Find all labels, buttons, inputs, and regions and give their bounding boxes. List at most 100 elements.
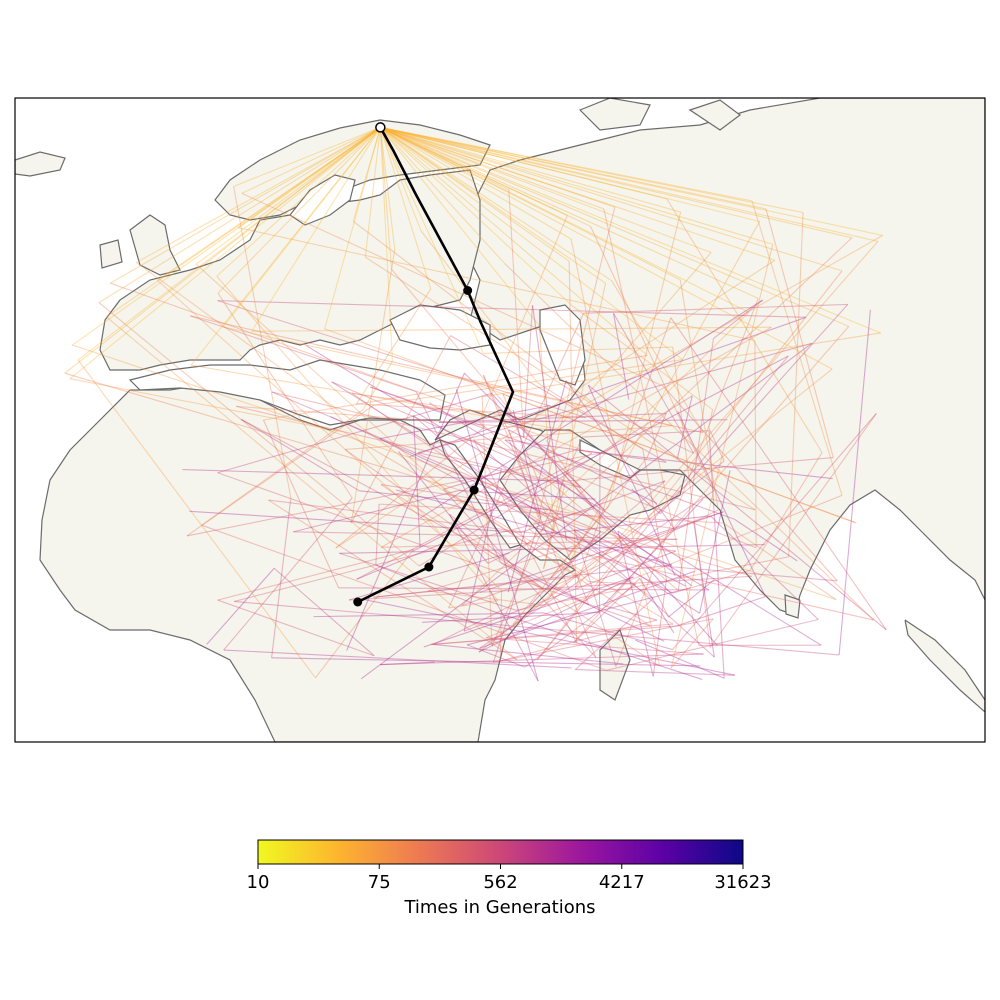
lineage-trace-segment [380, 126, 570, 262]
lineage-trace-segment [587, 384, 676, 577]
lineage-trace-segment [380, 126, 510, 191]
lineage-trace-segment [217, 548, 414, 601]
lineage-trace-segment [652, 579, 668, 677]
lineage-trace-segment [105, 316, 518, 661]
lineage-trace-segment [380, 126, 759, 299]
lineage-trace-segment [423, 576, 634, 648]
lineage-trace-segment [241, 418, 589, 606]
lineage-trace-segment [536, 270, 843, 661]
lineage-trace-segment [380, 126, 605, 210]
lineage-trace-segment [313, 612, 544, 618]
ancestor-path [353, 122, 515, 607]
lineage-trace-segment [233, 126, 381, 187]
lineage-trace-segment [98, 302, 420, 567]
lineage-trace-segment [443, 449, 576, 490]
lineage-trace-segment [662, 385, 838, 582]
lineage-trace-segment [483, 346, 673, 354]
lineage-trace-segment [348, 575, 752, 601]
lineage-trace-segment [216, 275, 499, 601]
lineage-trace-segment [754, 340, 757, 548]
lineage-trace-segment [617, 530, 654, 677]
lineage-trace-segment [335, 259, 776, 549]
lineage-trace-segment [222, 127, 381, 328]
lineage-trace-segment [574, 528, 687, 587]
lineage-trace-segment [380, 126, 684, 361]
lineage-trace-segment [380, 126, 775, 261]
lineage-trace-segment [788, 212, 804, 557]
lineage-trace-segment [583, 303, 848, 314]
lineage-trace-segment [553, 234, 883, 423]
lineage-trace-segment [110, 282, 592, 454]
lineage-trace-segment [237, 227, 756, 342]
lineage-trace-segment [379, 127, 484, 354]
lineage-trace-segment [64, 372, 752, 577]
lineage-trace-segment [573, 578, 641, 643]
colorbar-tick-label: 562 [483, 872, 517, 893]
lineage-trace-segment [370, 386, 486, 428]
lineage-trace-segment [455, 389, 539, 682]
lineage-trace-segment [350, 335, 452, 524]
lineage-trace-segment [693, 521, 715, 658]
lineage-trace-segment [268, 499, 518, 661]
lineage-trace-segment [69, 126, 381, 380]
ancestor-point [353, 597, 363, 607]
lineage-trace-segment [356, 452, 593, 580]
colorbar [257, 839, 744, 865]
lineage-trace-segment [672, 346, 711, 648]
lineage-trace-segment [478, 576, 634, 653]
lineage-trace-segment [503, 509, 719, 610]
lineage-trace-segment [521, 480, 666, 533]
lineage-trace-segment [672, 412, 877, 650]
lineage-trace-segment [524, 583, 636, 668]
lineage-trace-segment [338, 587, 709, 591]
lineage-trace-segment [482, 375, 555, 533]
lineage-trace-segment [268, 499, 676, 552]
lineage-trace-segment [482, 332, 881, 398]
land-britain [129, 214, 181, 276]
lineage-trace-segment [350, 249, 396, 523]
lineage-trace-segment [502, 393, 856, 524]
lineage-trace-segment [379, 127, 393, 362]
lineage-trace-segment [617, 530, 693, 587]
lineage-trace-segment [379, 404, 551, 440]
lineage-trace-segment [344, 425, 673, 451]
lineage-trace-segment [528, 311, 750, 529]
lineage-trace-segment [708, 427, 725, 462]
lineage-trace-segment [356, 403, 587, 419]
lineage-trace-segment [380, 126, 681, 213]
lineage-trace-segment [380, 126, 760, 223]
lineage-trace-segment [594, 403, 694, 454]
land-scandinavia [214, 119, 491, 221]
lineage-trace-segment [186, 452, 601, 537]
lineage-trace-segment [380, 126, 852, 239]
lineage-trace-segment [504, 263, 874, 621]
land-madagascar [599, 628, 631, 701]
lineage-trace-segment [765, 208, 834, 458]
lineage-trace-segment [672, 569, 751, 594]
lineage-trace-segment [380, 653, 704, 666]
lineage-trace-segment [201, 409, 364, 526]
lineage-trace-segment [668, 579, 715, 618]
lineage-trace-segment [189, 510, 522, 533]
lineage-trace-segment [362, 360, 393, 411]
lineage-trace-segment [375, 504, 380, 566]
lineage-trace-segment [380, 126, 773, 245]
lineage-trace-segment [500, 619, 657, 662]
lineage-trace-segment [64, 126, 381, 374]
lineage-trace-segment [136, 261, 457, 498]
lineage-trace-segment [453, 496, 580, 578]
lineage-trace-segment [236, 405, 581, 488]
lineage-trace-segment [190, 364, 572, 432]
lineage-trace-segment [587, 384, 887, 631]
lineage-trace-segment [380, 126, 804, 214]
lineage-trace-segment [546, 252, 712, 442]
lineage-trace-segment [379, 127, 432, 290]
lineage-trace-segment [661, 565, 838, 582]
lineage-trace-segment [473, 439, 715, 658]
lineage-trace-segment [380, 126, 879, 242]
lineage-trace-segment [156, 126, 381, 281]
lineage-trace-segment [273, 567, 375, 657]
lineage-trace-segment [478, 421, 679, 591]
lineage-trace-segment [379, 127, 422, 231]
